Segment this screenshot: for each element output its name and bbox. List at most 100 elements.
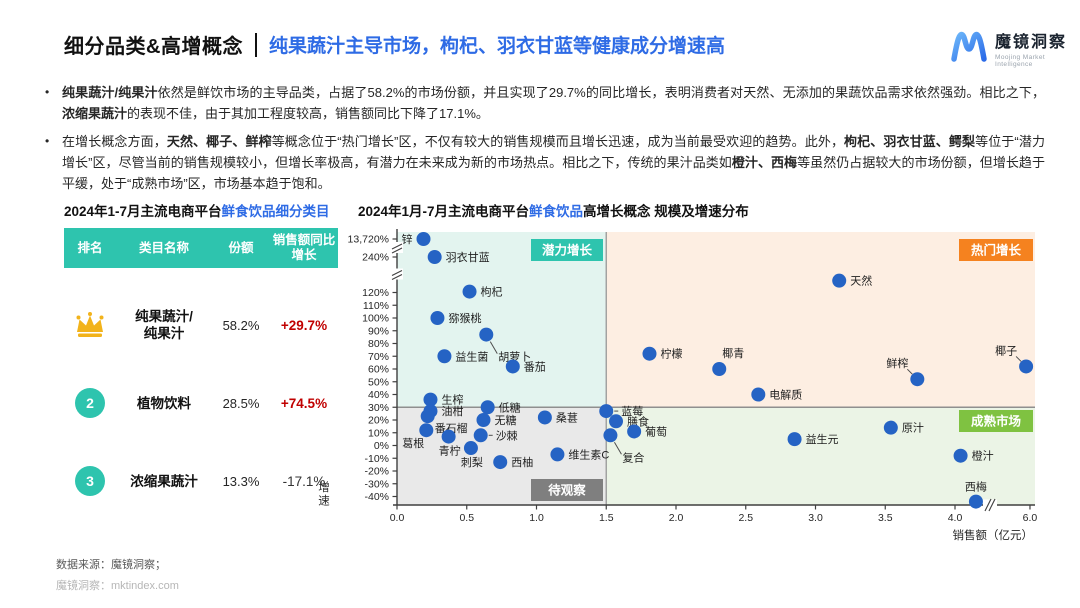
point-label: 油柑 <box>441 404 463 418</box>
point-label: 枸杞 <box>481 285 503 299</box>
scatter-point: 生榨 <box>423 392 463 407</box>
point-label: 鲜榨 <box>886 356 908 370</box>
share-value: 28.5% <box>222 395 260 411</box>
table-title-black: 2024年1-7月主流电商平台 <box>64 204 222 219</box>
x-tick-label: 0.0 <box>390 512 405 524</box>
point-label: 番石榴 <box>435 421 468 435</box>
point-label: 羽衣甘蓝 <box>446 250 490 264</box>
bullet-item: 纯果蔬汁/纯果汁依然是鲜饮市场的主导品类，占据了58.2%的市场份额，并且实现了… <box>40 82 1045 124</box>
table-row: 3 浓缩果蔬汁 13.3% -17.1% <box>64 442 338 520</box>
chart-title: 2024年1月-7月主流电商平台鲜食饮品高增长概念 规模及增速分布 <box>358 200 749 220</box>
point-label: 锌 <box>402 232 413 246</box>
point-label: 西梅 <box>965 480 987 494</box>
point-label: 椰子 <box>995 343 1017 357</box>
x-tick-label: 4.0 <box>948 512 963 524</box>
y-axis-break-icon <box>391 270 403 276</box>
y-tick-label: 110% <box>363 300 389 312</box>
x-tick-label: 2.5 <box>738 512 753 524</box>
point-dot <box>599 404 614 419</box>
point-dot <box>712 362 727 376</box>
point-label: 沙棘 <box>496 429 518 442</box>
share-value: 13.3% <box>222 473 260 489</box>
page-title-blue: 纯果蔬汁主导市场，枸杞、羽衣甘蓝等健康成分增速高 <box>268 36 725 57</box>
point-dot <box>480 400 495 415</box>
point-dot <box>441 429 456 444</box>
quadrant-badge-label: 成熟市场 <box>971 414 1021 429</box>
table-title-blue: 鲜食饮品细分类目 <box>221 204 330 219</box>
point-label: 橙汁 <box>972 449 994 463</box>
scatter-point: 西柚 <box>493 455 533 470</box>
site-note: 魔镜洞察：mktindex.com <box>56 580 179 592</box>
point-label: 益生菌 <box>455 349 488 363</box>
table-title: 2024年1-7月主流电商平台鲜食饮品细分类目 <box>64 200 330 220</box>
scatter-point: 维生素C <box>550 447 609 462</box>
point-connector <box>906 368 913 375</box>
y-tick-label: 80% <box>368 338 389 350</box>
x-tick-label: 3.5 <box>878 512 893 524</box>
scatter-point: 刺梨 <box>461 441 483 469</box>
y-tick-label: 50% <box>368 376 389 388</box>
scatter-point: 枸杞 <box>462 284 503 299</box>
page-title-black: 细分品类&高增概念 <box>64 36 243 58</box>
point-dot <box>416 232 431 246</box>
point-dot <box>505 359 520 374</box>
scatter-point: 无糖 <box>476 413 516 427</box>
x-tick-label: 3.0 <box>808 512 823 524</box>
point-label: 低糖 <box>499 400 521 414</box>
growth-value: +74.5% <box>280 395 328 411</box>
scatter-point: 西梅 <box>965 480 987 509</box>
point-dot <box>627 424 642 439</box>
point-dot <box>493 455 508 470</box>
scatter-point: 锌 <box>402 232 431 246</box>
scatter-point: 膳食 <box>609 414 649 429</box>
growth-value: -17.1% <box>282 473 326 489</box>
scatter-point: 电解质 <box>751 387 802 402</box>
brand-m-icon <box>950 29 988 68</box>
chart-area: 潜力增长 热门增长 待观察 成熟市场 13,720% 240% 120% 110% 100% 90… <box>300 200 1050 545</box>
point-connector <box>1015 356 1022 362</box>
y-tick-label: 20% <box>368 415 389 427</box>
scatter-point: 葡萄 <box>627 424 667 439</box>
point-dot <box>437 349 452 364</box>
quadrant-badge-label: 潜力增长 <box>542 243 593 258</box>
quadrant-badge-label: 热门增长 <box>971 243 1022 258</box>
point-dot <box>476 413 491 427</box>
point-label: 桑葚 <box>556 411 578 424</box>
brand-name-en: Moojing Market Intelligence <box>995 54 1046 68</box>
rank-cell: 2 <box>64 388 116 418</box>
x-tick-label: 2.0 <box>669 512 684 524</box>
point-label: 葛根 <box>402 436 424 450</box>
y-tick-label: -40% <box>364 491 389 503</box>
point-dot <box>832 273 847 288</box>
y-axis-break-icon <box>391 247 403 254</box>
category-table: 排名 类目名称 份额 销售额同比增长 纯果蔬汁/纯果汁 58.2% +29.7% 2 植… <box>64 228 338 520</box>
brand-text: 魔镜洞察 Moojing Market Intelligence <box>995 28 1080 68</box>
scatter-point: 胡萝卜 <box>479 327 531 364</box>
point-dot <box>883 420 898 435</box>
scatter-point: 番石榴 <box>420 409 468 435</box>
quadrant-badge-label: 待观察 <box>548 483 586 498</box>
point-label: 电解质 <box>769 388 802 402</box>
y-tick-label: 70% <box>368 351 389 363</box>
point-dot <box>462 284 477 299</box>
crown-icon <box>76 311 104 337</box>
chart-title-black2: 高增长概念 规模及增速分布 <box>583 204 749 219</box>
point-label: 番茄 <box>524 359 546 373</box>
point-dot <box>910 372 925 387</box>
y-tick-label: 60% <box>368 364 389 376</box>
x-axis-title: 销售额（亿元） <box>953 528 1034 542</box>
col-header-rank: 排名 <box>77 240 103 255</box>
x-axis-break-icon <box>983 499 997 511</box>
point-label: 无糖 <box>494 413 516 427</box>
point-dot <box>463 441 478 456</box>
table-header-row: 排名 类目名称 份额 销售额同比增长 <box>64 228 338 268</box>
data-source-note: 数据来源：魔镜洞察； <box>56 559 166 571</box>
point-dot <box>1019 359 1034 374</box>
brand-logo: 魔镜洞察 Moojing Market Intelligence <box>950 28 1080 68</box>
rank-cell: 3 <box>64 466 116 496</box>
col-header-share: 份额 <box>228 240 254 255</box>
table-row: 纯果蔬汁/纯果汁 58.2% +29.7% <box>64 286 338 364</box>
point-dot <box>430 311 445 325</box>
quadrant-bg-top-right <box>606 232 1035 408</box>
